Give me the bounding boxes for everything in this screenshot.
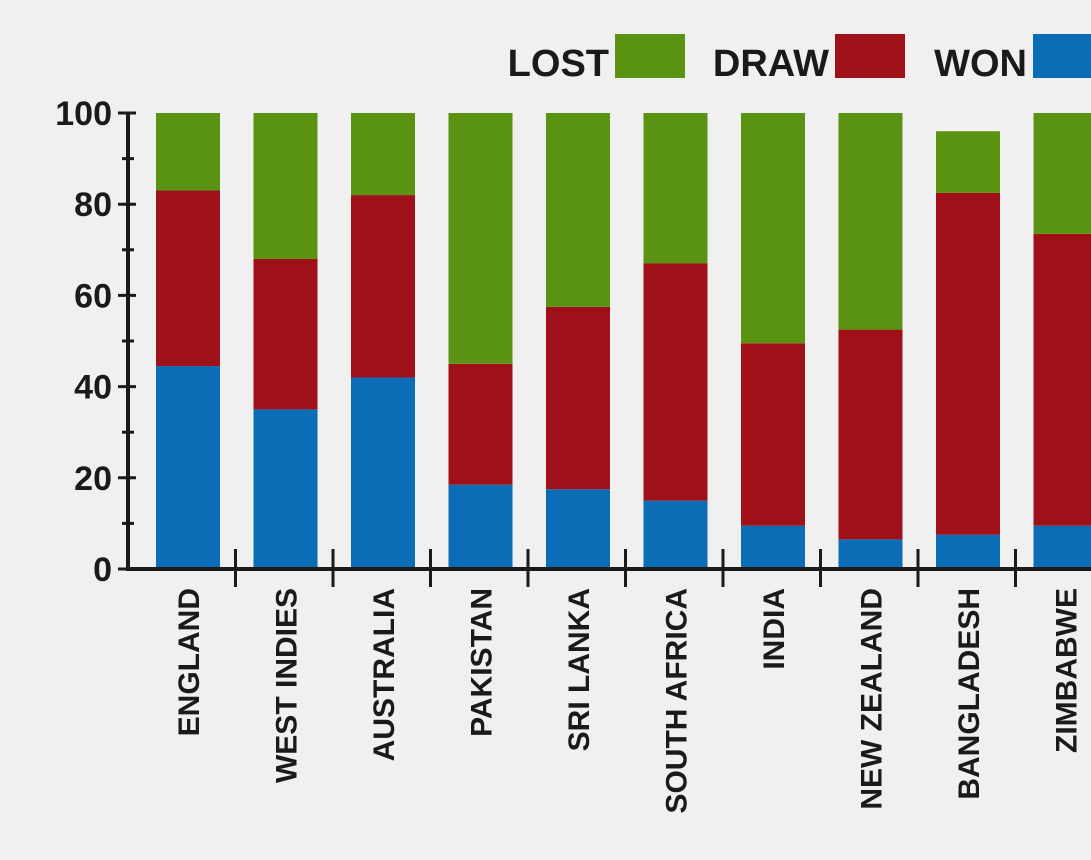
legend-label: DRAW [713,43,829,85]
bar-lost-2 [351,113,415,196]
bar-won-1 [253,409,318,569]
bar-won-5 [643,500,708,569]
y-tick-label: 80 [74,186,112,224]
bar-lost-7 [838,113,903,330]
bar-lost-4 [546,113,610,307]
bar-lost-0 [156,113,220,191]
legend-label: LOST [508,43,609,85]
bar-lost-9 [1033,113,1091,234]
x-tick-label: WEST INDIES [271,588,304,783]
bar-won-2 [351,377,415,569]
legend-swatch-draw [835,34,905,78]
legend-label: WON [934,43,1027,85]
x-tick-label: INDIA [758,588,791,670]
y-tick-label: 60 [74,277,112,315]
bar-draw-9 [1033,233,1091,526]
x-tick-label: AUSTRALIA [368,588,401,761]
x-tick-label: ZIMBABWE [1051,588,1084,753]
bar-won-7 [838,539,903,569]
y-tick-label: 100 [55,95,112,133]
bar-draw-8 [936,192,1000,535]
bar-lost-5 [643,113,708,264]
legend-swatch-lost [615,34,685,78]
bar-won-9 [1033,525,1091,569]
bar-draw-6 [741,343,805,526]
bar-won-6 [741,525,805,569]
x-tick-label: PAKISTAN [466,588,499,737]
legend-swatch-won [1033,34,1091,78]
chart-legend: LOST DRAW WON [508,34,1091,85]
y-tick-label: 20 [74,460,112,498]
bar-draw-4 [546,306,610,490]
bar-won-0 [156,366,220,569]
bar-lost-8 [936,131,1000,193]
x-axis: ENGLAND WEST INDIES AUSTRALIA PAKISTAN SRI L… [126,549,1091,814]
x-tick-label: SRI LANKA [563,588,596,751]
y-axis: 0 20 40 60 80 100 [55,95,136,589]
bar-draw-5 [643,263,708,501]
y-tick-label: 0 [93,551,112,589]
bar-lost-6 [741,113,805,344]
bar-draw-3 [448,363,513,485]
x-tick-label: ENGLAND [173,588,206,736]
y-tick-label: 40 [74,369,112,407]
x-tick-label: BANGLADESH [953,588,986,800]
bar-lost-3 [448,113,513,364]
bar-draw-1 [253,258,318,410]
bar-won-4 [546,489,610,569]
bar-won-3 [448,484,513,569]
x-tick-label: NEW ZEALAND [856,588,889,810]
bar-lost-1 [253,113,318,259]
bar-draw-2 [351,195,415,378]
bar-draw-0 [156,190,220,367]
x-tick-label: SOUTH AFRICA [661,588,694,814]
bar-area [156,113,1091,569]
bar-won-8 [936,534,1000,569]
bar-draw-7 [838,329,903,540]
